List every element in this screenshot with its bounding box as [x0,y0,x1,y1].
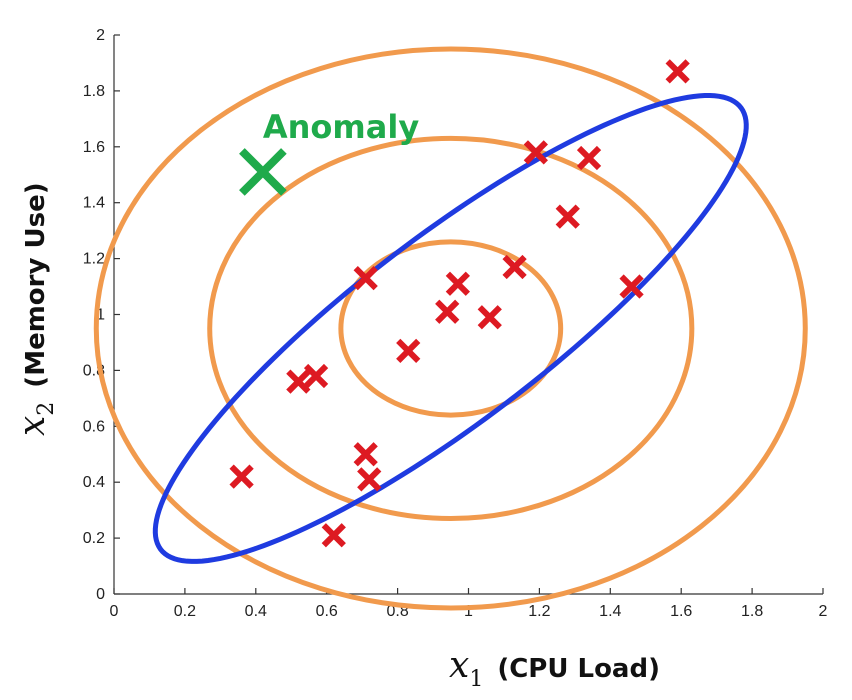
x-axis-label-subscript: 1 [469,667,483,692]
data-point [286,369,311,394]
axes [113,34,824,595]
y-axis-label: x2 (Memory Use) [12,182,59,436]
data-point [303,363,329,389]
x-axis-label-text: (CPU Load) [497,654,660,684]
circular-contour-3 [93,46,808,611]
x-tick-label: 1.6 [670,603,692,620]
data-point [555,204,580,229]
y-tick-labels: 00.20.40.60.811.21.41.61.82 [83,27,105,603]
y-tick-label: 1.4 [83,195,105,212]
x-tick-label: 2 [819,603,828,620]
x-tick-label: 0.4 [245,603,267,620]
data-point [353,266,378,291]
data-point [502,254,527,280]
anomaly-marker-group: Anomaly [239,108,419,196]
data-point [445,271,470,296]
data-points [229,59,690,548]
data-point [435,299,460,324]
y-tick-label: 2 [96,27,105,44]
circular-contour-2 [207,135,695,522]
data-point [477,305,502,330]
data-point [353,442,378,467]
y-tick-label: 1 [96,307,105,324]
anomaly-point [239,148,287,196]
data-point [665,59,690,84]
x-axis-label: x1 (CPU Load) [449,645,660,692]
data-point [396,338,421,363]
data-point [523,140,548,165]
x-tick-label: 1 [464,603,473,620]
y-tick-label: 1.6 [83,139,105,156]
y-tick-label: 0.2 [83,530,105,547]
x-tick-label: 1.8 [741,603,763,620]
y-tick-label: 0 [96,586,105,603]
correlated-ellipse-contour [152,93,749,564]
data-point [357,467,382,492]
anomaly-label: Anomaly [263,108,419,146]
x-tick-label: 0.6 [316,603,338,620]
circular-contour-1 [338,239,564,418]
data-point [229,464,254,489]
data-point [576,145,602,171]
y-tick-label: 0.6 [83,418,105,435]
y-tick-label: 1.8 [83,83,105,100]
y-axis-label-math: x [12,416,53,436]
x-tick-label: 1.2 [528,603,550,620]
data-point [619,274,644,299]
y-axis-label-subscript: 2 [34,402,59,416]
y-tick-label: 0.4 [83,474,105,491]
data-point [321,523,346,548]
x-tick-label: 0 [110,603,119,620]
x-tick-label: 0.2 [174,603,196,620]
x-tick-label: 1.4 [599,603,621,620]
y-axis-label-text: (Memory Use) [21,182,51,387]
gaussian-contours [93,46,808,611]
y-tick-label: 1.2 [83,251,105,268]
x-axis-label-math: x [449,645,469,686]
